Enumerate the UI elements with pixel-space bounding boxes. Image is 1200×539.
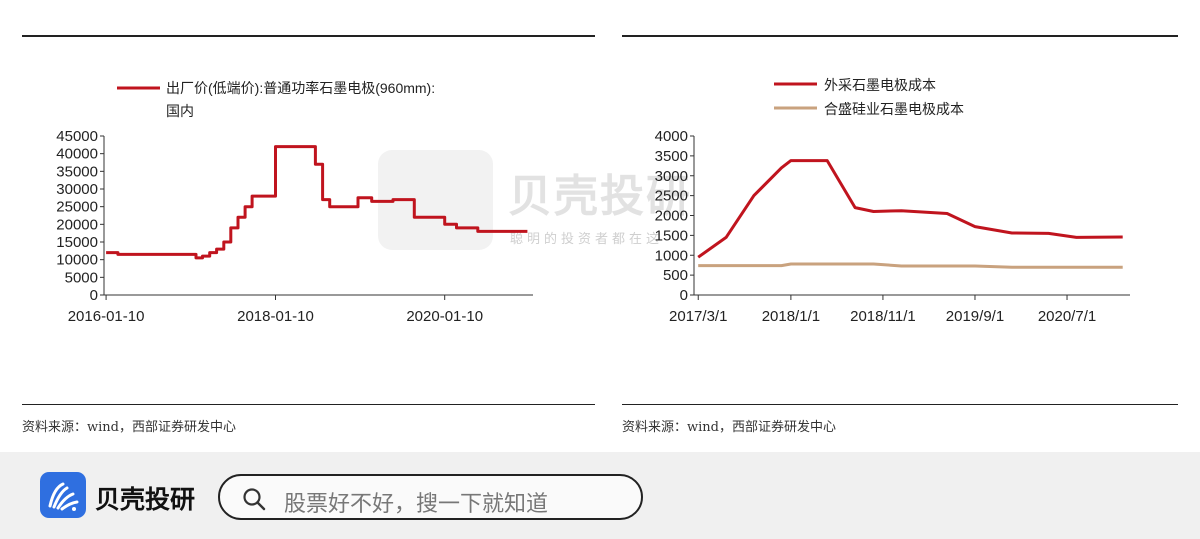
x-tick-label: 2018/11/1: [850, 308, 916, 325]
bottom-rule-right: [622, 404, 1178, 405]
series-line-1: [697, 159, 1123, 259]
watermark-brand: 贝壳投研: [508, 171, 692, 222]
y-tick-label: 3000: [655, 168, 688, 185]
series-line-2: [698, 262, 1123, 269]
legend-label-hoshine: 合盛硅业石墨电极成本: [824, 101, 964, 117]
shell-logo-icon[interactable]: [40, 472, 86, 518]
x-tick-label: 2020-01-10: [406, 308, 483, 325]
y-tick-label: 3500: [655, 148, 688, 165]
x-tick-label: 2017/3/1: [669, 308, 727, 325]
legend-label-line1: 出厂价(低端价):普通功率石墨电极(960mm):: [166, 80, 435, 96]
y-tick-label: 10000: [56, 252, 98, 269]
shell-logo-graphic: [48, 482, 79, 511]
top-rule-right: [622, 35, 1178, 37]
y-tick-label: 25000: [56, 199, 98, 216]
bottom-rule-left: [22, 404, 595, 405]
y-tick-label: 1000: [655, 247, 688, 264]
source-note-left: 资料来源：wind，西部证券研发中心: [22, 420, 236, 435]
y-tick-label: 0: [90, 287, 98, 304]
source-note-right: 资料来源：wind，西部证券研发中心: [622, 420, 836, 435]
y-tick-label: 0: [680, 287, 688, 304]
y-tick-label: 40000: [56, 146, 98, 163]
y-tick-label: 35000: [56, 163, 98, 180]
watermark-tagline: 聪明的投资者都在这: [510, 232, 664, 247]
top-rule-left: [22, 35, 595, 37]
y-tick-label: 30000: [56, 181, 98, 198]
y-tick-label: 500: [663, 267, 688, 284]
chart-electrode-cost: 外采石墨电极成本 合盛硅业石墨电极成本 0 500 1000 1500 2000 2500…: [655, 77, 1130, 325]
x-tick-label: 2020/7/1: [1038, 308, 1096, 325]
series-line-1: [106, 145, 528, 260]
y-tick-label: 15000: [56, 234, 98, 251]
y-tick-label: 2000: [655, 208, 688, 225]
footer-brand[interactable]: 贝壳投研: [95, 485, 196, 514]
x-tick-label: 2018-01-10: [237, 308, 314, 325]
y-tick-label: 45000: [56, 128, 98, 145]
x-tick-label: 2016-01-10: [68, 308, 145, 325]
chart-graphite-electrode-price: 出厂价(低端价):普通功率石墨电极(960mm): 国内 05000100001…: [56, 80, 533, 325]
y-tick-label: 20000: [56, 216, 98, 233]
search-input[interactable]: 股票好不好，搜一下就知道: [218, 474, 643, 520]
legend-label-external: 外采石墨电极成本: [824, 77, 936, 93]
y-tick-label: 2500: [655, 188, 688, 205]
x-tick-label: 2019/9/1: [946, 308, 1004, 325]
x-tick-label: 2018/1/1: [762, 308, 820, 325]
y-tick-label: 4000: [655, 128, 688, 145]
y-tick-label: 1500: [655, 227, 688, 244]
legend-label-line2: 国内: [166, 103, 194, 119]
search-icon: [243, 488, 266, 511]
y-tick-label: 5000: [65, 269, 98, 286]
search-placeholder: 股票好不好，搜一下就知道: [284, 492, 549, 517]
